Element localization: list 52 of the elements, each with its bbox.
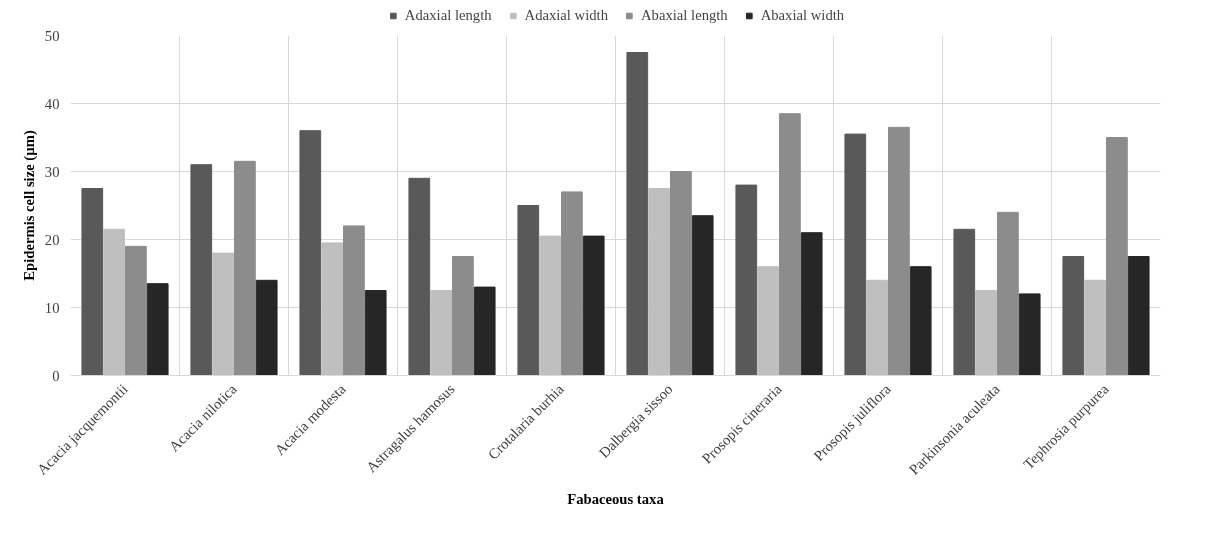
bar (473, 286, 496, 376)
bar (430, 290, 452, 376)
legend-label: Abaxial width (760, 6, 845, 24)
bar (691, 215, 714, 376)
y-tick-label: 0 (52, 367, 60, 384)
bar (1062, 256, 1085, 376)
y-tick-label: 40 (44, 95, 60, 112)
bar (103, 228, 125, 376)
bar (343, 225, 365, 376)
bar (670, 171, 692, 376)
bar (125, 245, 147, 376)
bar (255, 279, 278, 376)
bar (648, 188, 670, 376)
bar (626, 52, 649, 376)
y-tick-label: 20 (44, 231, 60, 248)
bar (1018, 293, 1041, 376)
bar (909, 266, 932, 376)
bar (800, 232, 823, 376)
bar (735, 184, 758, 376)
bar (888, 126, 910, 376)
y-axis-title: Epidermis cell size (µm) (20, 130, 38, 281)
bar (975, 290, 997, 376)
bar (146, 283, 169, 376)
y-tick-label: 30 (44, 163, 60, 180)
bar (321, 242, 343, 376)
legend-label: Adaxial width (524, 6, 608, 24)
bar (997, 211, 1019, 376)
bar (190, 164, 213, 376)
bar (539, 235, 561, 376)
bar (779, 113, 801, 376)
bar (452, 256, 474, 376)
legend-label: Abaxial length (641, 6, 728, 24)
bar (582, 235, 605, 376)
bar (364, 290, 387, 376)
bar (1106, 137, 1128, 376)
bar (866, 279, 888, 376)
bar (561, 191, 583, 376)
y-tick-label: 10 (44, 299, 60, 316)
bar (299, 130, 322, 376)
bar (953, 228, 976, 376)
y-tick-label: 50 (44, 27, 60, 44)
bar (517, 205, 540, 376)
bar (1084, 279, 1106, 376)
legend-label: Adaxial length (404, 6, 492, 24)
bar (757, 266, 779, 376)
bar (844, 133, 867, 376)
bar (234, 160, 256, 376)
bar (81, 188, 104, 376)
bar (408, 177, 431, 376)
bar (212, 252, 234, 376)
bar (1127, 256, 1150, 376)
x-axis-title: Fabaceous taxa (567, 491, 665, 508)
